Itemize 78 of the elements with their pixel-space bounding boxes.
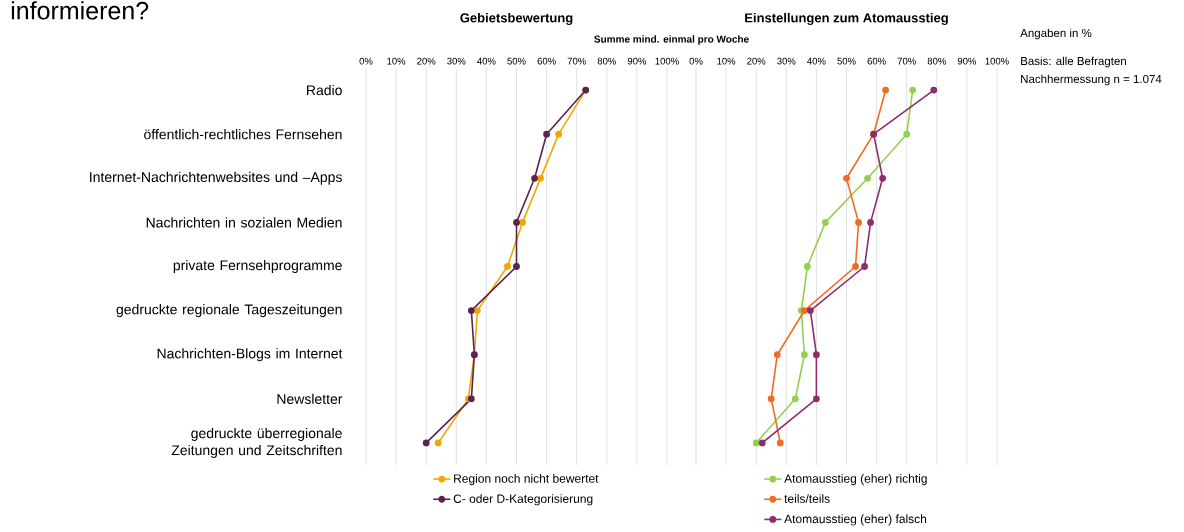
point: [867, 218, 874, 226]
x-tick-label: 70%: [567, 57, 586, 65]
point: [813, 351, 820, 359]
point: [800, 351, 808, 359]
point: [504, 263, 511, 270]
text: Basis: alle Befragten: [1021, 56, 1126, 68]
legend-label: Atomausstieg (eher) richtig: [784, 473, 927, 486]
point: [513, 218, 520, 226]
point: [767, 395, 775, 403]
point: [879, 174, 887, 182]
x-tick-label: 40%: [807, 57, 826, 65]
point: [776, 439, 784, 447]
point: [909, 86, 917, 94]
legend-label: teils/teils: [784, 494, 830, 503]
y-tick-label: gedruckte regionale Tageszeitungen: [116, 304, 342, 318]
x-tick-label: 80%: [927, 57, 946, 65]
x-tick-label: 100%: [985, 57, 1009, 65]
x-tick-label: 20%: [747, 57, 766, 65]
legend-label: Region noch nicht bewertet: [454, 473, 599, 486]
text: Angaben in %: [1020, 28, 1092, 40]
legend-label: Atomausstieg (eher) falsch: [784, 514, 927, 526]
point: [537, 174, 544, 182]
point: [473, 307, 481, 315]
point: [903, 130, 911, 138]
point: [758, 439, 766, 447]
legend-label: C- oder D-Kategorisierung: [453, 494, 593, 506]
x-tick-label: 100%: [655, 57, 679, 65]
x-tick-label: 0%: [359, 57, 373, 65]
y-tick-label: Nachrichten in sozialen Medien: [146, 217, 342, 228]
point: [791, 395, 799, 403]
point: [822, 218, 829, 226]
x-tick-label: 0%: [689, 57, 703, 65]
point: [531, 174, 538, 182]
y-tick-label: Nachrichten-Blogs im Internet: [157, 348, 343, 362]
point: [434, 439, 442, 447]
text: Nachhermessung n = 1.074: [1021, 74, 1162, 86]
x-tick-label: 60%: [537, 57, 556, 65]
point: [422, 439, 430, 447]
point: [803, 263, 811, 270]
x-tick-label: 10%: [387, 57, 406, 65]
point: [752, 439, 760, 447]
point: [861, 263, 868, 270]
x-tick-label: 90%: [957, 57, 977, 65]
x-axis-title: Summe mind. einmal pro Woche: [594, 35, 749, 45]
point: [555, 130, 563, 138]
point: [843, 174, 850, 182]
x-tick-label: 30%: [777, 57, 796, 65]
point: [855, 218, 862, 226]
point: [543, 130, 550, 138]
point: [852, 263, 859, 270]
text: informieren?: [11, 1, 149, 20]
point: [930, 86, 938, 94]
point: [813, 395, 820, 403]
x-tick-label: 30%: [447, 57, 466, 65]
point: [519, 218, 526, 226]
x-tick-label: 50%: [837, 57, 856, 65]
y-tick-label: gedruckte überregionale Zeitungen und Zeitschriften: [171, 427, 342, 458]
x-tick-label: 20%: [417, 57, 436, 65]
point: [882, 86, 890, 94]
x-tick-label: 90%: [627, 57, 647, 65]
x-tick-label: 80%: [597, 57, 616, 65]
chart-title: Einstellungen zum Atomausstieg: [745, 12, 948, 26]
point: [773, 351, 781, 359]
y-tick-label: öffentlich-rechtliches Fernsehen: [144, 129, 342, 140]
x-tick-label: 40%: [477, 57, 496, 65]
x-tick-label: 50%: [507, 57, 526, 65]
y-tick-label: private Fernsehprogramme: [173, 259, 342, 274]
x-tick-label: 10%: [717, 57, 736, 65]
y-tick-label: Internet-Nachrichtenwebsites und –Apps: [90, 171, 342, 185]
y-tick-label: Newsletter: [277, 393, 343, 404]
x-tick-label: 60%: [867, 57, 886, 65]
chart-title: Gebietsbewertung: [460, 12, 573, 26]
y-tick-label: Radio: [307, 84, 342, 96]
point: [513, 263, 520, 270]
point: [467, 307, 475, 315]
point: [864, 174, 871, 182]
x-tick-label: 70%: [897, 57, 916, 65]
point: [806, 307, 814, 315]
